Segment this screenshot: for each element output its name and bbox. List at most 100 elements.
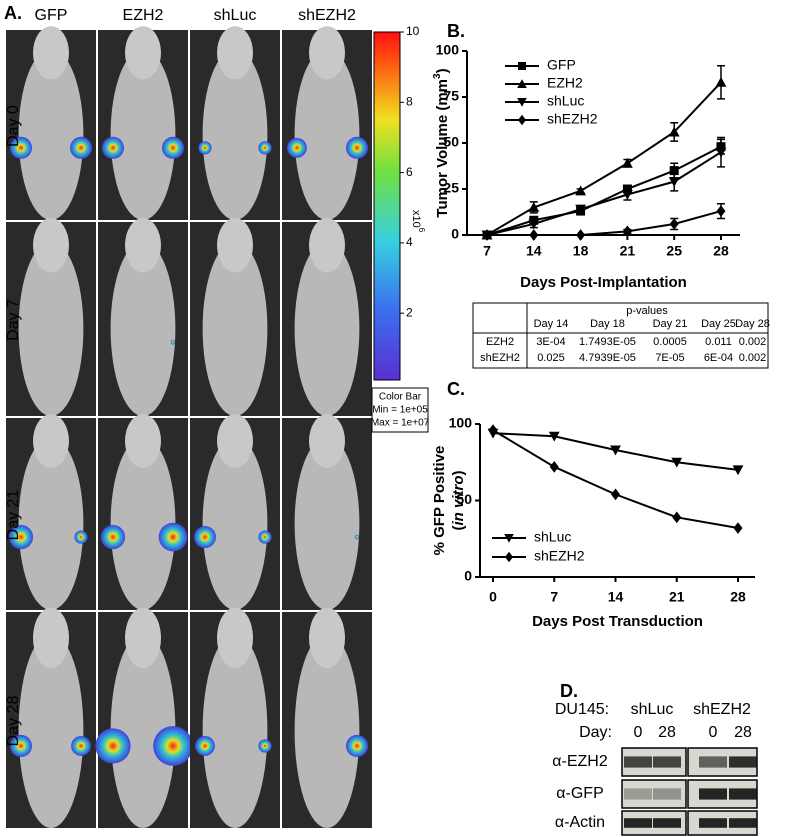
- panel-label: A.: [4, 3, 22, 23]
- panel-label: C.: [447, 379, 465, 399]
- marker: [611, 488, 620, 501]
- band: [699, 756, 727, 768]
- table-header: Day 14: [534, 318, 569, 330]
- mouse-images: [6, 26, 372, 828]
- cell-line: DU145:: [555, 701, 609, 718]
- mouse: [202, 437, 268, 610]
- marker: [548, 431, 560, 442]
- mouse-head: [217, 26, 253, 80]
- table-cell: 0.025: [537, 352, 565, 364]
- mouse-head: [125, 414, 161, 468]
- mouse: [202, 49, 268, 220]
- unit-exp: 6: [417, 228, 426, 233]
- color-bar: [373, 31, 401, 381]
- label-text: Tumor Volume (mm: [434, 79, 451, 218]
- series-line: [492, 429, 739, 530]
- mouse: [18, 437, 84, 610]
- panel-label: B.: [447, 21, 465, 41]
- western-blot: DU145: shLuc shEZH2 Day: 0 28 0 28 α-EZH2 α-GFP α-…: [552, 701, 758, 836]
- mouse-head: [309, 607, 345, 669]
- column-label: shEZH2: [298, 7, 356, 24]
- column-label: shLuc: [214, 7, 257, 24]
- color-bar-text: Color Bar: [379, 392, 422, 403]
- band: [699, 818, 727, 828]
- band: [624, 756, 652, 768]
- signal: [153, 726, 193, 766]
- x-tick-label: 14: [608, 589, 624, 605]
- signal: [74, 530, 88, 544]
- signal: [102, 136, 124, 159]
- band: [699, 788, 727, 800]
- marker: [716, 205, 726, 217]
- day-label: Day:: [579, 724, 612, 741]
- mouse: [294, 633, 360, 828]
- mouse-head: [33, 26, 69, 80]
- x-tick-label: 7: [483, 243, 491, 259]
- group-label: shEZH2: [693, 701, 751, 718]
- legend-label: GFP: [547, 57, 576, 73]
- mouse-head: [309, 414, 345, 468]
- legend-label: shLuc: [534, 529, 571, 545]
- mouse-head: [33, 414, 69, 468]
- mouse: [294, 437, 360, 610]
- marker: [482, 229, 492, 241]
- table-cell: 3E-04: [536, 336, 565, 348]
- signal: [10, 136, 32, 159]
- band: [653, 818, 681, 828]
- mouse: [18, 49, 84, 220]
- mouse-head: [309, 218, 345, 273]
- group-label: shLuc: [631, 701, 674, 718]
- marker: [622, 190, 633, 200]
- y-tick-label: 50: [443, 134, 459, 150]
- signal: [258, 530, 272, 544]
- marker: [528, 202, 540, 212]
- band: [729, 788, 757, 800]
- marker: [622, 157, 633, 168]
- signal: [287, 137, 307, 158]
- signal: [100, 524, 126, 550]
- mouse: [294, 49, 360, 220]
- legend-marker: [517, 98, 527, 107]
- color-bar-box: [371, 387, 429, 433]
- table-header: Day 21: [653, 318, 688, 330]
- marker: [732, 465, 744, 476]
- table-cell: 1.7493E-05: [579, 336, 636, 348]
- mouse: [110, 49, 176, 220]
- signal: [258, 739, 272, 753]
- row-label: Day 0: [5, 105, 22, 147]
- color-tick-label: 4: [406, 235, 413, 249]
- x-axis-label: Days Post-Implantation: [520, 274, 687, 291]
- legend-marker: [518, 114, 526, 126]
- signal: [354, 534, 360, 540]
- signal: [162, 136, 184, 159]
- band: [653, 756, 681, 768]
- marker: [668, 177, 680, 188]
- color-bar-text: Min = 1e+05: [372, 405, 428, 416]
- y-tick-label: 0: [451, 226, 459, 242]
- x-tick-label: 18: [573, 243, 589, 259]
- marker: [488, 424, 498, 436]
- table-cell: EZH2: [486, 336, 514, 348]
- marker: [671, 457, 683, 468]
- legend-marker: [505, 551, 513, 563]
- marker: [669, 166, 679, 176]
- color-tick-label: 2: [406, 305, 413, 319]
- series-line: [486, 81, 722, 236]
- signal: [195, 736, 215, 756]
- x-tick-label: 25: [666, 243, 682, 259]
- signal: [170, 340, 176, 345]
- unit: x10: [410, 210, 422, 228]
- mouse-head: [217, 607, 253, 669]
- signal: [10, 734, 32, 757]
- legend-label: shEZH2: [547, 111, 598, 127]
- mouse-head: [33, 607, 69, 669]
- table-border: [472, 302, 769, 369]
- antibody-label: α-Actin: [555, 814, 605, 831]
- table-cell: 0.0005: [653, 336, 687, 348]
- y-tick-label: 100: [449, 415, 473, 431]
- color-tick-label: 10: [406, 24, 420, 38]
- x-tick-label: 21: [669, 589, 685, 605]
- legend-label: shLuc: [547, 93, 584, 109]
- day-value: 0: [709, 724, 718, 741]
